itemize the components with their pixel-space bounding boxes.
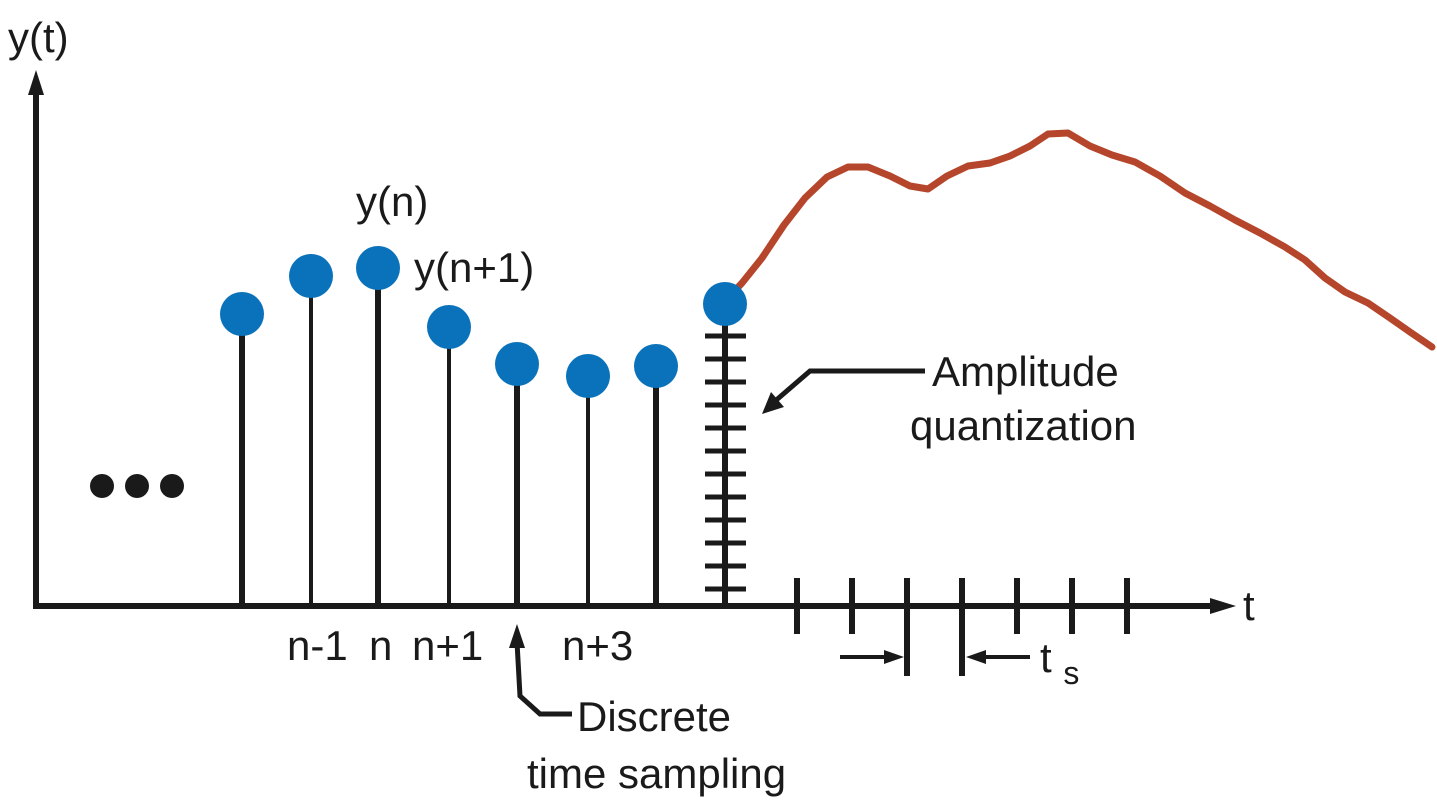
time-sampling-ticks [794, 578, 1130, 676]
ellipsis-dots [90, 474, 184, 498]
ts-arrowhead-left [884, 650, 904, 664]
discrete-label-line2: time sampling [527, 750, 786, 797]
continuous-signal-curve [722, 129, 1436, 351]
sample-label-n: n [369, 622, 392, 669]
label-y-n-plus-1: y(n+1) [414, 244, 534, 291]
label-y-n: y(n) [356, 178, 428, 225]
ts-label-main: t [1040, 634, 1052, 681]
sample-dot [356, 246, 400, 290]
sample-dot [566, 354, 610, 398]
amplitude-pointer-arrowhead [762, 392, 784, 414]
sample-stems [239, 268, 728, 606]
sample-dot [495, 342, 539, 386]
x-axis-label: t [1243, 582, 1255, 629]
sample-dots [220, 246, 747, 398]
discrete-pointer-arrowhead [509, 624, 525, 648]
ts-label-subscript: s [1063, 655, 1079, 691]
ellipsis-dot [125, 474, 149, 498]
y-axis-label: y(t) [8, 14, 69, 61]
ts-interval: t s [840, 634, 1079, 691]
quantization-ticks [705, 333, 746, 592]
ellipsis-dot [90, 474, 114, 498]
discrete-label-line1: Discrete [577, 693, 731, 740]
amplitude-label-line2: quantization [910, 402, 1137, 449]
sample-dot [220, 292, 264, 336]
amplitude-pointer-line [772, 368, 925, 404]
amplitude-quantization-annotation: Amplitude quantization [762, 348, 1137, 449]
sample-dot [289, 254, 333, 298]
x-axis-arrowhead [1210, 598, 1236, 614]
amplitude-label-line1: Amplitude [932, 348, 1119, 395]
ellipsis-dot [160, 474, 184, 498]
discrete-sampling-annotation: Discrete time sampling [509, 624, 786, 797]
ts-label: t s [1040, 634, 1079, 691]
discrete-pointer-line [514, 641, 572, 717]
sample-label-n-plus-3: n+3 [562, 622, 633, 669]
sample-label-n-1: n-1 [287, 622, 348, 669]
y-axis-arrowhead [28, 70, 44, 95]
sample-dot [427, 305, 471, 349]
sample-dot [634, 344, 678, 388]
ts-arrowhead-right [966, 650, 986, 664]
sample-dot [703, 282, 747, 326]
sample-label-n-plus-1: n+1 [412, 622, 483, 669]
axes [28, 70, 1236, 614]
